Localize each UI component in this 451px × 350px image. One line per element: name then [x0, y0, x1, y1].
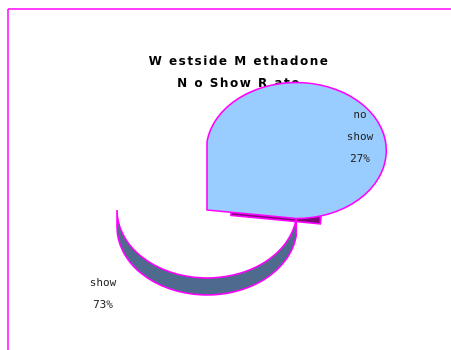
slice-percent-no-show: 27% — [350, 152, 370, 165]
slice-label-no-show-line-1: no — [353, 108, 366, 121]
pie-chart — [116, 81, 388, 296]
chart-title-line-1: W estside M ethadone — [149, 54, 330, 68]
slice-label-show: show — [90, 276, 117, 289]
slice-label-no-show-line-2: show — [347, 130, 374, 143]
pie-slice-show — [206, 81, 388, 220]
pie-slice-side-show — [116, 209, 298, 296]
slice-percent-show: 73% — [93, 298, 113, 311]
